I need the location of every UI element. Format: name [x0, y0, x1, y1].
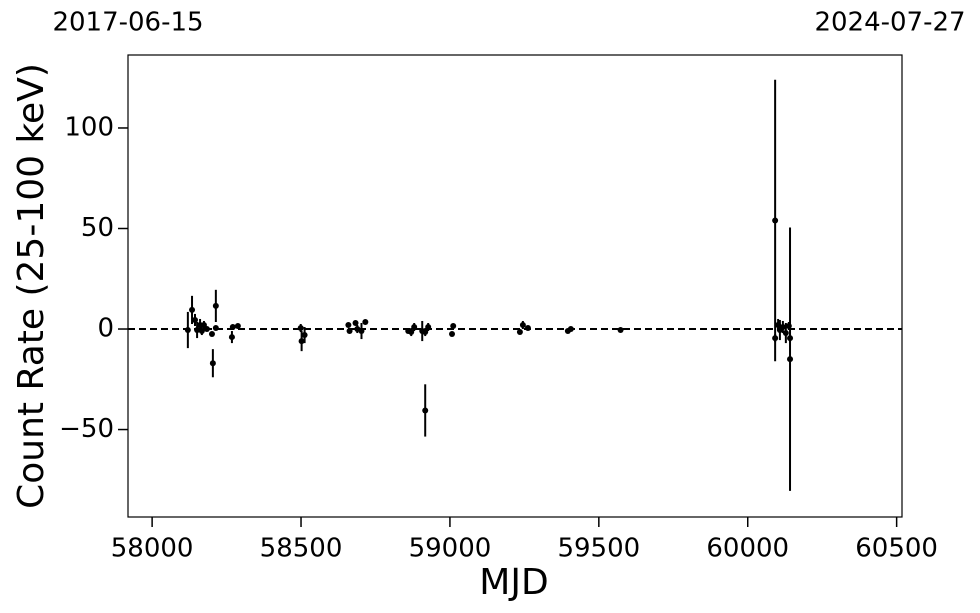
data-point — [209, 360, 216, 367]
data-point — [192, 316, 199, 323]
data-point — [782, 330, 789, 337]
data-point — [567, 326, 574, 333]
data-point — [362, 318, 369, 325]
data-point — [411, 324, 418, 331]
x-axis-label: MJD — [479, 562, 548, 603]
data-point — [422, 407, 429, 414]
data-point — [617, 327, 624, 334]
data-point — [212, 302, 219, 309]
x-tick-label: 58000 — [111, 534, 194, 564]
data-point — [449, 331, 456, 338]
top-date-label: 2017-06-15 — [52, 8, 203, 38]
data-point — [184, 327, 191, 334]
top-date-label: 2024-07-27 — [814, 8, 965, 38]
y-tick-label: 50 — [81, 213, 114, 243]
data-point — [234, 323, 241, 330]
data-point — [519, 322, 526, 329]
data-point — [779, 324, 786, 331]
data-point — [772, 217, 779, 224]
data-point — [772, 335, 779, 342]
plot-frame — [127, 54, 903, 518]
y-axis-label: Count Rate (25-100 keV) — [11, 63, 52, 509]
data-point — [352, 319, 359, 326]
y-tick-label: 100 — [64, 112, 114, 142]
data-point — [425, 324, 432, 331]
data-point — [189, 306, 196, 313]
y-tick-label: 0 — [97, 314, 114, 344]
data-point — [203, 326, 210, 333]
x-tick-label: 60000 — [706, 534, 789, 564]
data-point — [358, 328, 365, 335]
x-tick-label: 59500 — [557, 534, 640, 564]
data-point — [194, 327, 201, 334]
data-point — [301, 332, 308, 339]
x-tick-label: 58500 — [260, 534, 343, 564]
data-point — [345, 322, 352, 329]
x-tick-label: 60500 — [855, 534, 938, 564]
data-point — [208, 331, 215, 338]
data-point — [198, 328, 205, 335]
data-point — [212, 325, 219, 332]
data-point — [298, 338, 305, 345]
data-point — [787, 335, 794, 342]
data-point — [524, 325, 531, 332]
data-point — [787, 356, 794, 363]
data-point — [408, 329, 415, 336]
x-tick-label: 59000 — [409, 534, 492, 564]
data-point — [422, 329, 429, 336]
data-point — [450, 323, 457, 330]
data-point — [228, 334, 235, 341]
y-tick-label: −50 — [59, 414, 114, 444]
data-point — [516, 329, 523, 336]
data-point — [297, 325, 304, 332]
data-point — [229, 324, 236, 331]
data-point — [346, 328, 353, 335]
